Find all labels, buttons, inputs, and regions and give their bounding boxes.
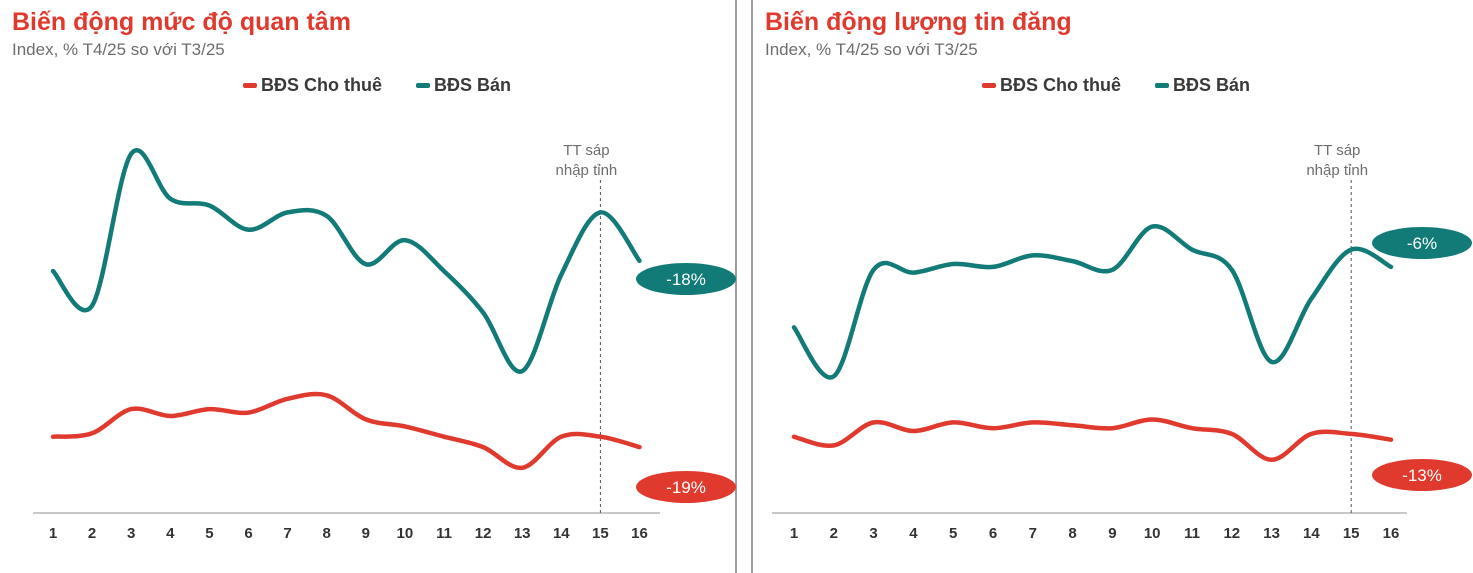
chart-subtitle: Index, % T4/25 so với T3/25 xyxy=(765,40,978,59)
x-tick-label: 16 xyxy=(1383,525,1400,542)
x-tick-label: 6 xyxy=(989,525,997,542)
legend-label-rent: BĐS Cho thuê xyxy=(261,74,382,95)
chart-title: Biến động lượng tin đăng xyxy=(765,8,1072,36)
x-tick-label: 4 xyxy=(166,525,175,542)
x-tick-label: 12 xyxy=(475,525,492,542)
series-line-rent xyxy=(50,391,642,471)
series-line-sale xyxy=(791,224,1394,380)
x-tick-label: 12 xyxy=(1223,525,1240,542)
annotation-text: TT sáp xyxy=(1314,142,1360,159)
x-tick-label: 14 xyxy=(553,525,570,542)
chart-legend: BĐS Cho thuê BĐS Bán xyxy=(982,72,1250,98)
x-tick-label: 9 xyxy=(362,525,370,542)
end-label-sale: -6% xyxy=(1372,227,1472,259)
x-tick-label: 15 xyxy=(592,525,609,542)
annotation-text: nhập tỉnh xyxy=(1306,162,1368,179)
x-tick-label: 15 xyxy=(1343,525,1360,542)
legend-label-rent: BĐS Cho thuê xyxy=(1000,74,1121,95)
legend-swatch-rent xyxy=(243,82,257,88)
end-label-pill xyxy=(1372,459,1472,491)
x-tick-label: 9 xyxy=(1108,525,1116,542)
legend-item-rent: BĐS Cho thuê xyxy=(243,75,382,96)
end-label-pill xyxy=(636,263,736,295)
x-tick-label: 5 xyxy=(205,525,213,542)
x-tick-label: 3 xyxy=(869,525,877,542)
chart-panel-listings: Biến động lượng tin đăng Index, % T4/25 … xyxy=(751,0,1473,573)
x-tick-label: 8 xyxy=(1068,525,1076,542)
legend-item-rent: BĐS Cho thuê xyxy=(982,75,1121,96)
x-tick-label: 1 xyxy=(790,525,798,542)
end-label-text: -18% xyxy=(666,270,706,289)
x-tick-label: 13 xyxy=(514,525,531,542)
series-line-sale xyxy=(50,148,642,374)
legend-swatch-sale xyxy=(416,82,430,88)
end-label-text: -19% xyxy=(666,478,706,497)
annotation-text: TT sáp xyxy=(563,142,609,159)
x-tick-label: 2 xyxy=(830,525,838,542)
x-tick-label: 2 xyxy=(88,525,96,542)
end-label-sale: -18% xyxy=(636,263,736,295)
legend-swatch-rent xyxy=(982,82,996,88)
x-tick-label: 4 xyxy=(909,525,918,542)
x-tick-label: 7 xyxy=(1029,525,1037,542)
x-tick-label: 7 xyxy=(283,525,291,542)
x-tick-label: 1 xyxy=(49,525,57,542)
x-tick-label: 5 xyxy=(949,525,957,542)
end-label-text: -13% xyxy=(1402,466,1442,485)
legend-item-sale: BĐS Bán xyxy=(1155,75,1250,96)
legend-label-sale: BĐS Bán xyxy=(1173,74,1251,95)
x-tick-label: 16 xyxy=(631,525,648,542)
x-tick-label: 3 xyxy=(127,525,135,542)
x-tick-label: 10 xyxy=(1144,525,1161,542)
legend-swatch-sale xyxy=(1155,82,1169,88)
end-label-rent: -13% xyxy=(1372,459,1472,491)
legend-label-sale: BĐS Bán xyxy=(434,74,512,95)
annotation-text: nhập tỉnh xyxy=(556,162,618,179)
series-line-rent xyxy=(791,417,1394,463)
x-tick-label: 8 xyxy=(323,525,331,542)
chart-legend: BĐS Cho thuê BĐS Bán xyxy=(243,72,511,98)
chart-title: Biến động mức độ quan tâm xyxy=(12,8,351,36)
end-label-rent: -19% xyxy=(636,471,736,503)
end-label-pill xyxy=(1372,227,1472,259)
end-label-text: -6% xyxy=(1407,234,1437,253)
x-tick-label: 14 xyxy=(1303,525,1320,542)
chart-panel-interest: Biến động mức độ quan tâm Index, % T4/25… xyxy=(12,0,737,573)
x-tick-label: 11 xyxy=(436,525,452,542)
legend-item-sale: BĐS Bán xyxy=(416,75,511,96)
x-tick-label: 11 xyxy=(1184,525,1200,542)
chart-subtitle: Index, % T4/25 so với T3/25 xyxy=(12,40,225,59)
x-tick-label: 6 xyxy=(244,525,252,542)
x-tick-label: 10 xyxy=(397,525,414,542)
end-label-pill xyxy=(636,471,736,503)
x-tick-label: 13 xyxy=(1263,525,1280,542)
